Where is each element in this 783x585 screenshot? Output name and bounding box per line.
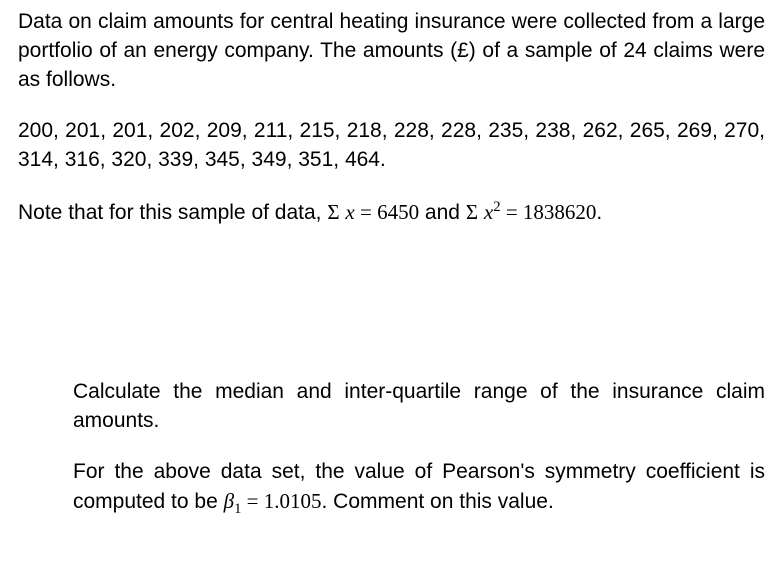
questions-container: Calculate the median and inter-quartile … [18,378,765,519]
eq-1: = [355,200,377,224]
eq-2: = [501,200,523,224]
sum-x-value: 6450 [377,200,419,224]
note-period: . [596,201,602,224]
beta-value: 1.0105 [264,489,322,513]
sigma-symbol-1: Σ [327,200,339,224]
question-2: For the above data set, the value of Pea… [73,458,765,519]
var-x-1: x [345,200,354,224]
eq-beta: = [241,489,263,513]
claims-data: 200, 201, 201, 202, 209, 211, 215, 218, … [18,117,765,175]
beta-symbol: β [224,489,234,513]
exponent-2: 2 [493,199,500,215]
note-prefix: Note that for this sample of data, [18,201,327,224]
intro-paragraph: Data on claim amounts for central heatin… [18,8,765,95]
sigma-symbol-2: Σ [466,200,478,224]
sum-x2-value: 1838620 [523,200,597,224]
question-1: Calculate the median and inter-quartile … [73,378,765,436]
question-2-part2: . Comment on this value. [322,490,554,513]
claims-values: 200, 201, 201, 202, 209, 211, 215, 218, … [18,119,765,171]
summary-note: Note that for this sample of data, Σ x =… [18,197,765,228]
note-and: and [419,201,466,224]
var-x-2: x [484,200,493,224]
intro-text: Data on claim amounts for central heatin… [18,10,765,91]
question-1-text: Calculate the median and inter-quartile … [73,380,765,432]
